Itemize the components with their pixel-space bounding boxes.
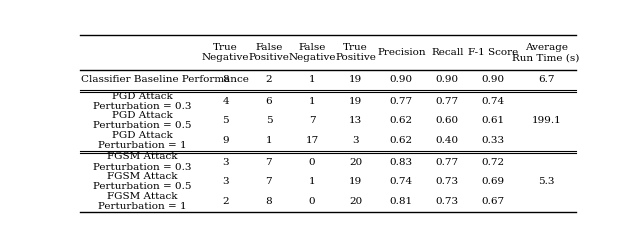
Text: 199.1: 199.1	[531, 116, 561, 125]
Text: 6.7: 6.7	[538, 75, 554, 84]
Text: 1: 1	[309, 97, 316, 106]
Text: 7: 7	[266, 177, 272, 186]
Text: 0.77: 0.77	[390, 97, 413, 106]
Text: 0: 0	[309, 158, 316, 167]
Text: 20: 20	[349, 158, 362, 167]
Text: 1: 1	[309, 75, 316, 84]
Text: FGSM Attack
Perturbation = 0.5: FGSM Attack Perturbation = 0.5	[93, 172, 191, 191]
Text: 8: 8	[222, 75, 229, 84]
Text: True
Positive: True Positive	[335, 43, 376, 62]
Text: 1: 1	[309, 177, 316, 186]
Text: PGD Attack
Perturbation = 1: PGD Attack Perturbation = 1	[98, 131, 186, 150]
Text: 3: 3	[352, 136, 359, 145]
Text: FGSM Attack
Perturbation = 1: FGSM Attack Perturbation = 1	[98, 192, 186, 211]
Text: 0.33: 0.33	[481, 136, 504, 145]
Text: 0.77: 0.77	[436, 97, 459, 106]
Text: Average
Run Time (s): Average Run Time (s)	[513, 43, 580, 62]
Text: Precision: Precision	[377, 48, 426, 57]
Text: 0.62: 0.62	[390, 116, 413, 125]
Text: 19: 19	[349, 177, 362, 186]
Text: 2: 2	[222, 197, 229, 206]
Text: 17: 17	[305, 136, 319, 145]
Text: 0: 0	[309, 197, 316, 206]
Text: 20: 20	[349, 197, 362, 206]
Text: True
Negative: True Negative	[202, 43, 250, 62]
Text: 19: 19	[349, 75, 362, 84]
Text: 7: 7	[309, 116, 316, 125]
Text: 0.74: 0.74	[481, 97, 504, 106]
Text: 6: 6	[266, 97, 272, 106]
Text: 13: 13	[349, 116, 362, 125]
Text: 0.83: 0.83	[390, 158, 413, 167]
Text: 0.73: 0.73	[436, 177, 459, 186]
Text: 3: 3	[222, 158, 229, 167]
Text: PGD Attack
Perturbation = 0.5: PGD Attack Perturbation = 0.5	[93, 111, 191, 130]
Text: 0.72: 0.72	[481, 158, 504, 167]
Text: Classifier Baseline Performance: Classifier Baseline Performance	[81, 75, 249, 84]
Text: 5: 5	[266, 116, 272, 125]
Text: 0.90: 0.90	[481, 75, 504, 84]
Text: 19: 19	[349, 97, 362, 106]
Text: False
Negative: False Negative	[289, 43, 336, 62]
Text: 0.90: 0.90	[390, 75, 413, 84]
Text: FGSM Attack
Perturbation = 0.3: FGSM Attack Perturbation = 0.3	[93, 153, 191, 172]
Text: 0.40: 0.40	[436, 136, 459, 145]
Text: 7: 7	[266, 158, 272, 167]
Text: 9: 9	[222, 136, 229, 145]
Text: PGD Attack
Perturbation = 0.3: PGD Attack Perturbation = 0.3	[93, 92, 191, 111]
Text: 0.77: 0.77	[436, 158, 459, 167]
Text: 0.60: 0.60	[436, 116, 459, 125]
Text: 0.62: 0.62	[390, 136, 413, 145]
Text: 1: 1	[266, 136, 272, 145]
Text: 0.90: 0.90	[436, 75, 459, 84]
Text: 5.3: 5.3	[538, 177, 554, 186]
Text: 0.67: 0.67	[481, 197, 504, 206]
Text: 8: 8	[266, 197, 272, 206]
Text: 4: 4	[222, 97, 229, 106]
Text: 0.74: 0.74	[390, 177, 413, 186]
Text: 0.61: 0.61	[481, 116, 504, 125]
Text: 3: 3	[222, 177, 229, 186]
Text: 0.69: 0.69	[481, 177, 504, 186]
Text: Recall: Recall	[431, 48, 463, 57]
Text: 0.73: 0.73	[436, 197, 459, 206]
Text: 2: 2	[266, 75, 272, 84]
Text: 0.81: 0.81	[390, 197, 413, 206]
Text: False
Positive: False Positive	[248, 43, 289, 62]
Text: F-1 Score: F-1 Score	[467, 48, 518, 57]
Text: 5: 5	[222, 116, 229, 125]
